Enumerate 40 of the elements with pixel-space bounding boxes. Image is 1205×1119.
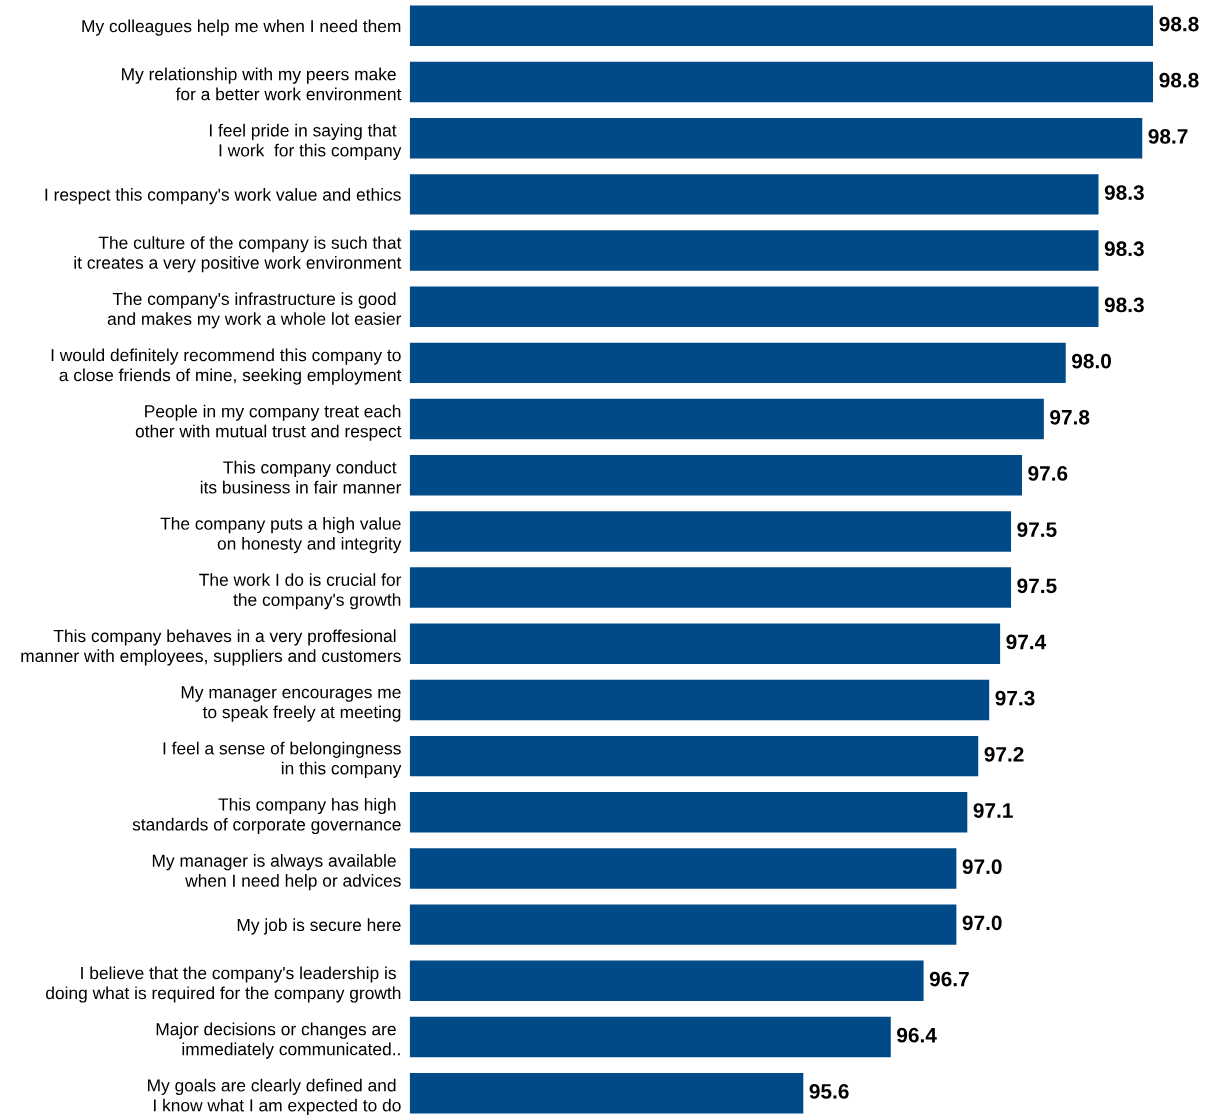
y-tick-label: I believe that the company's leadership is doing what is required for the company growth — [46, 966, 401, 1003]
data-label: 97.1 — [973, 803, 1013, 818]
y-tick-label: The company puts a high value on honesty and integrity — [160, 517, 402, 554]
data-label: 97.4 — [1006, 634, 1047, 650]
data-label: 98.3 — [1104, 297, 1144, 313]
y-tick-label: I feel a sense of belongingness in this company — [163, 741, 402, 778]
data-label: 98.0 — [1071, 353, 1111, 369]
data-label: 98.3 — [1104, 241, 1144, 257]
y-tick-label: I feel pride in saying that I work for this company — [209, 123, 402, 160]
data-label: 96.7 — [929, 971, 969, 987]
y-tick-label: I would definitely recommend this company to a close friends of mine, seeking employment — [51, 348, 402, 385]
y-tick-label: My manager encourages me to speak freely at meeting — [181, 686, 401, 722]
data-label: 98.8 — [1159, 72, 1199, 88]
y-tick-label: My relationship with my peers make for a better work environment — [122, 67, 402, 101]
data-label: 97.0 — [962, 915, 1002, 931]
data-label: 97.6 — [1028, 466, 1068, 481]
y-tick-label: The company's infrastructure is good and makes my work a whole lot easier — [107, 292, 402, 329]
y-tick-label: I respect this company's work value and ethics — [45, 188, 401, 205]
y-tick-label: The culture of the company is such that it creates a very positive work environment — [74, 236, 402, 273]
data-label: 96.4 — [897, 1027, 937, 1043]
data-label: 97.5 — [1017, 522, 1057, 537]
y-tick-label: This company conduct its business in fair manner — [200, 460, 402, 494]
y-tick-label: My colleagues help me when I need them — [82, 19, 401, 36]
y-tick-label: My manager is always available when I need help or advices — [152, 854, 401, 891]
data-label: 97.2 — [984, 746, 1024, 762]
y-tick-label: This company has high standards of corporate governance — [132, 797, 401, 835]
data-label: 97.0 — [962, 859, 1002, 875]
y-tick-label: Major decisions or changes are immediately communicated.. — [156, 1022, 400, 1059]
data-label: 98.8 — [1159, 16, 1199, 32]
y-tick-label: My goals are clearly defined and I know what I am expected to do — [148, 1078, 401, 1115]
data-label: 97.5 — [1017, 578, 1057, 594]
data-label: 97.8 — [1050, 409, 1090, 425]
y-tick-label: This company behaves in a very proffesional manner with employees, suppliers and customers — [21, 629, 401, 666]
data-label: 95.6 — [809, 1084, 849, 1099]
data-label: 97.3 — [995, 690, 1035, 706]
y-tick-label: My job is secure here — [237, 918, 401, 935]
data-label: 98.7 — [1148, 129, 1188, 144]
y-tick-label: People in my company treat each other with mutual trust and respect — [135, 404, 402, 441]
y-tick-label: The work I do is crucial for the company's growth — [199, 573, 402, 610]
data-label: 98.3 — [1104, 185, 1144, 200]
